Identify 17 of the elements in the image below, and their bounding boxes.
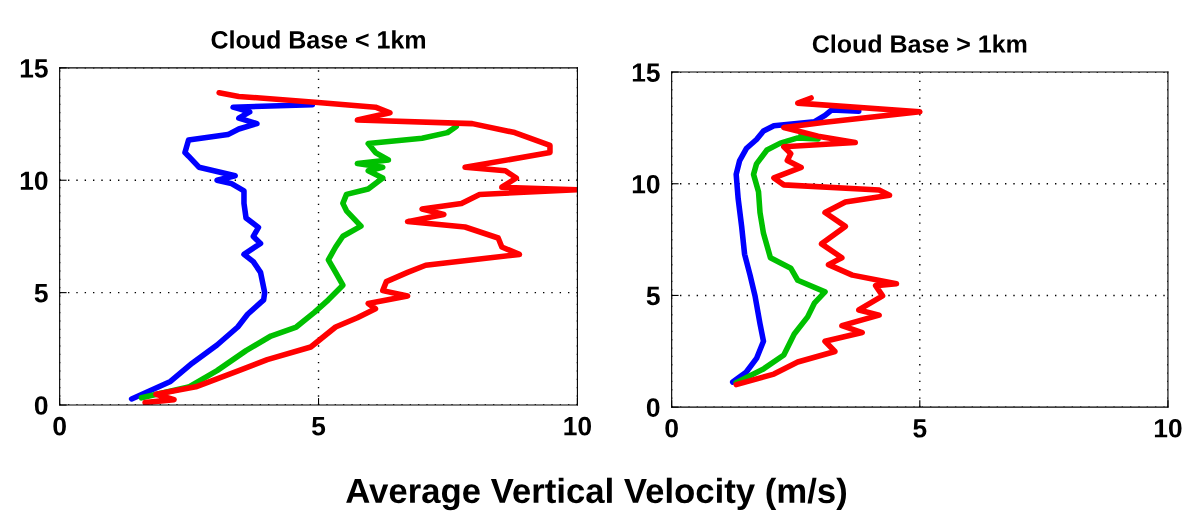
chart-title: Cloud Base > 1km bbox=[812, 34, 1027, 53]
x-tick-label: 0 bbox=[53, 416, 66, 436]
y-tick-label: 15 bbox=[20, 59, 48, 78]
x-axis-title: Average Vertical Velocity (m/s) bbox=[346, 477, 847, 511]
y-tick-label: 5 bbox=[34, 284, 48, 303]
x-tick-label: 5 bbox=[913, 419, 927, 438]
x-tick-label: 5 bbox=[312, 417, 326, 436]
y-tick-label: 10 bbox=[632, 174, 660, 194]
x-tick-label: 10 bbox=[1154, 418, 1182, 438]
y-tick-label: 5 bbox=[646, 286, 660, 306]
y-tick-label: 0 bbox=[34, 396, 48, 415]
y-tick-label: 10 bbox=[20, 171, 48, 191]
y-tick-label: 0 bbox=[646, 398, 660, 417]
chart-title: Cloud Base < 1km bbox=[211, 30, 426, 49]
y-tick-label: 15 bbox=[632, 63, 660, 82]
x-tick-label: 10 bbox=[564, 416, 592, 436]
x-tick-label: 0 bbox=[665, 418, 678, 438]
